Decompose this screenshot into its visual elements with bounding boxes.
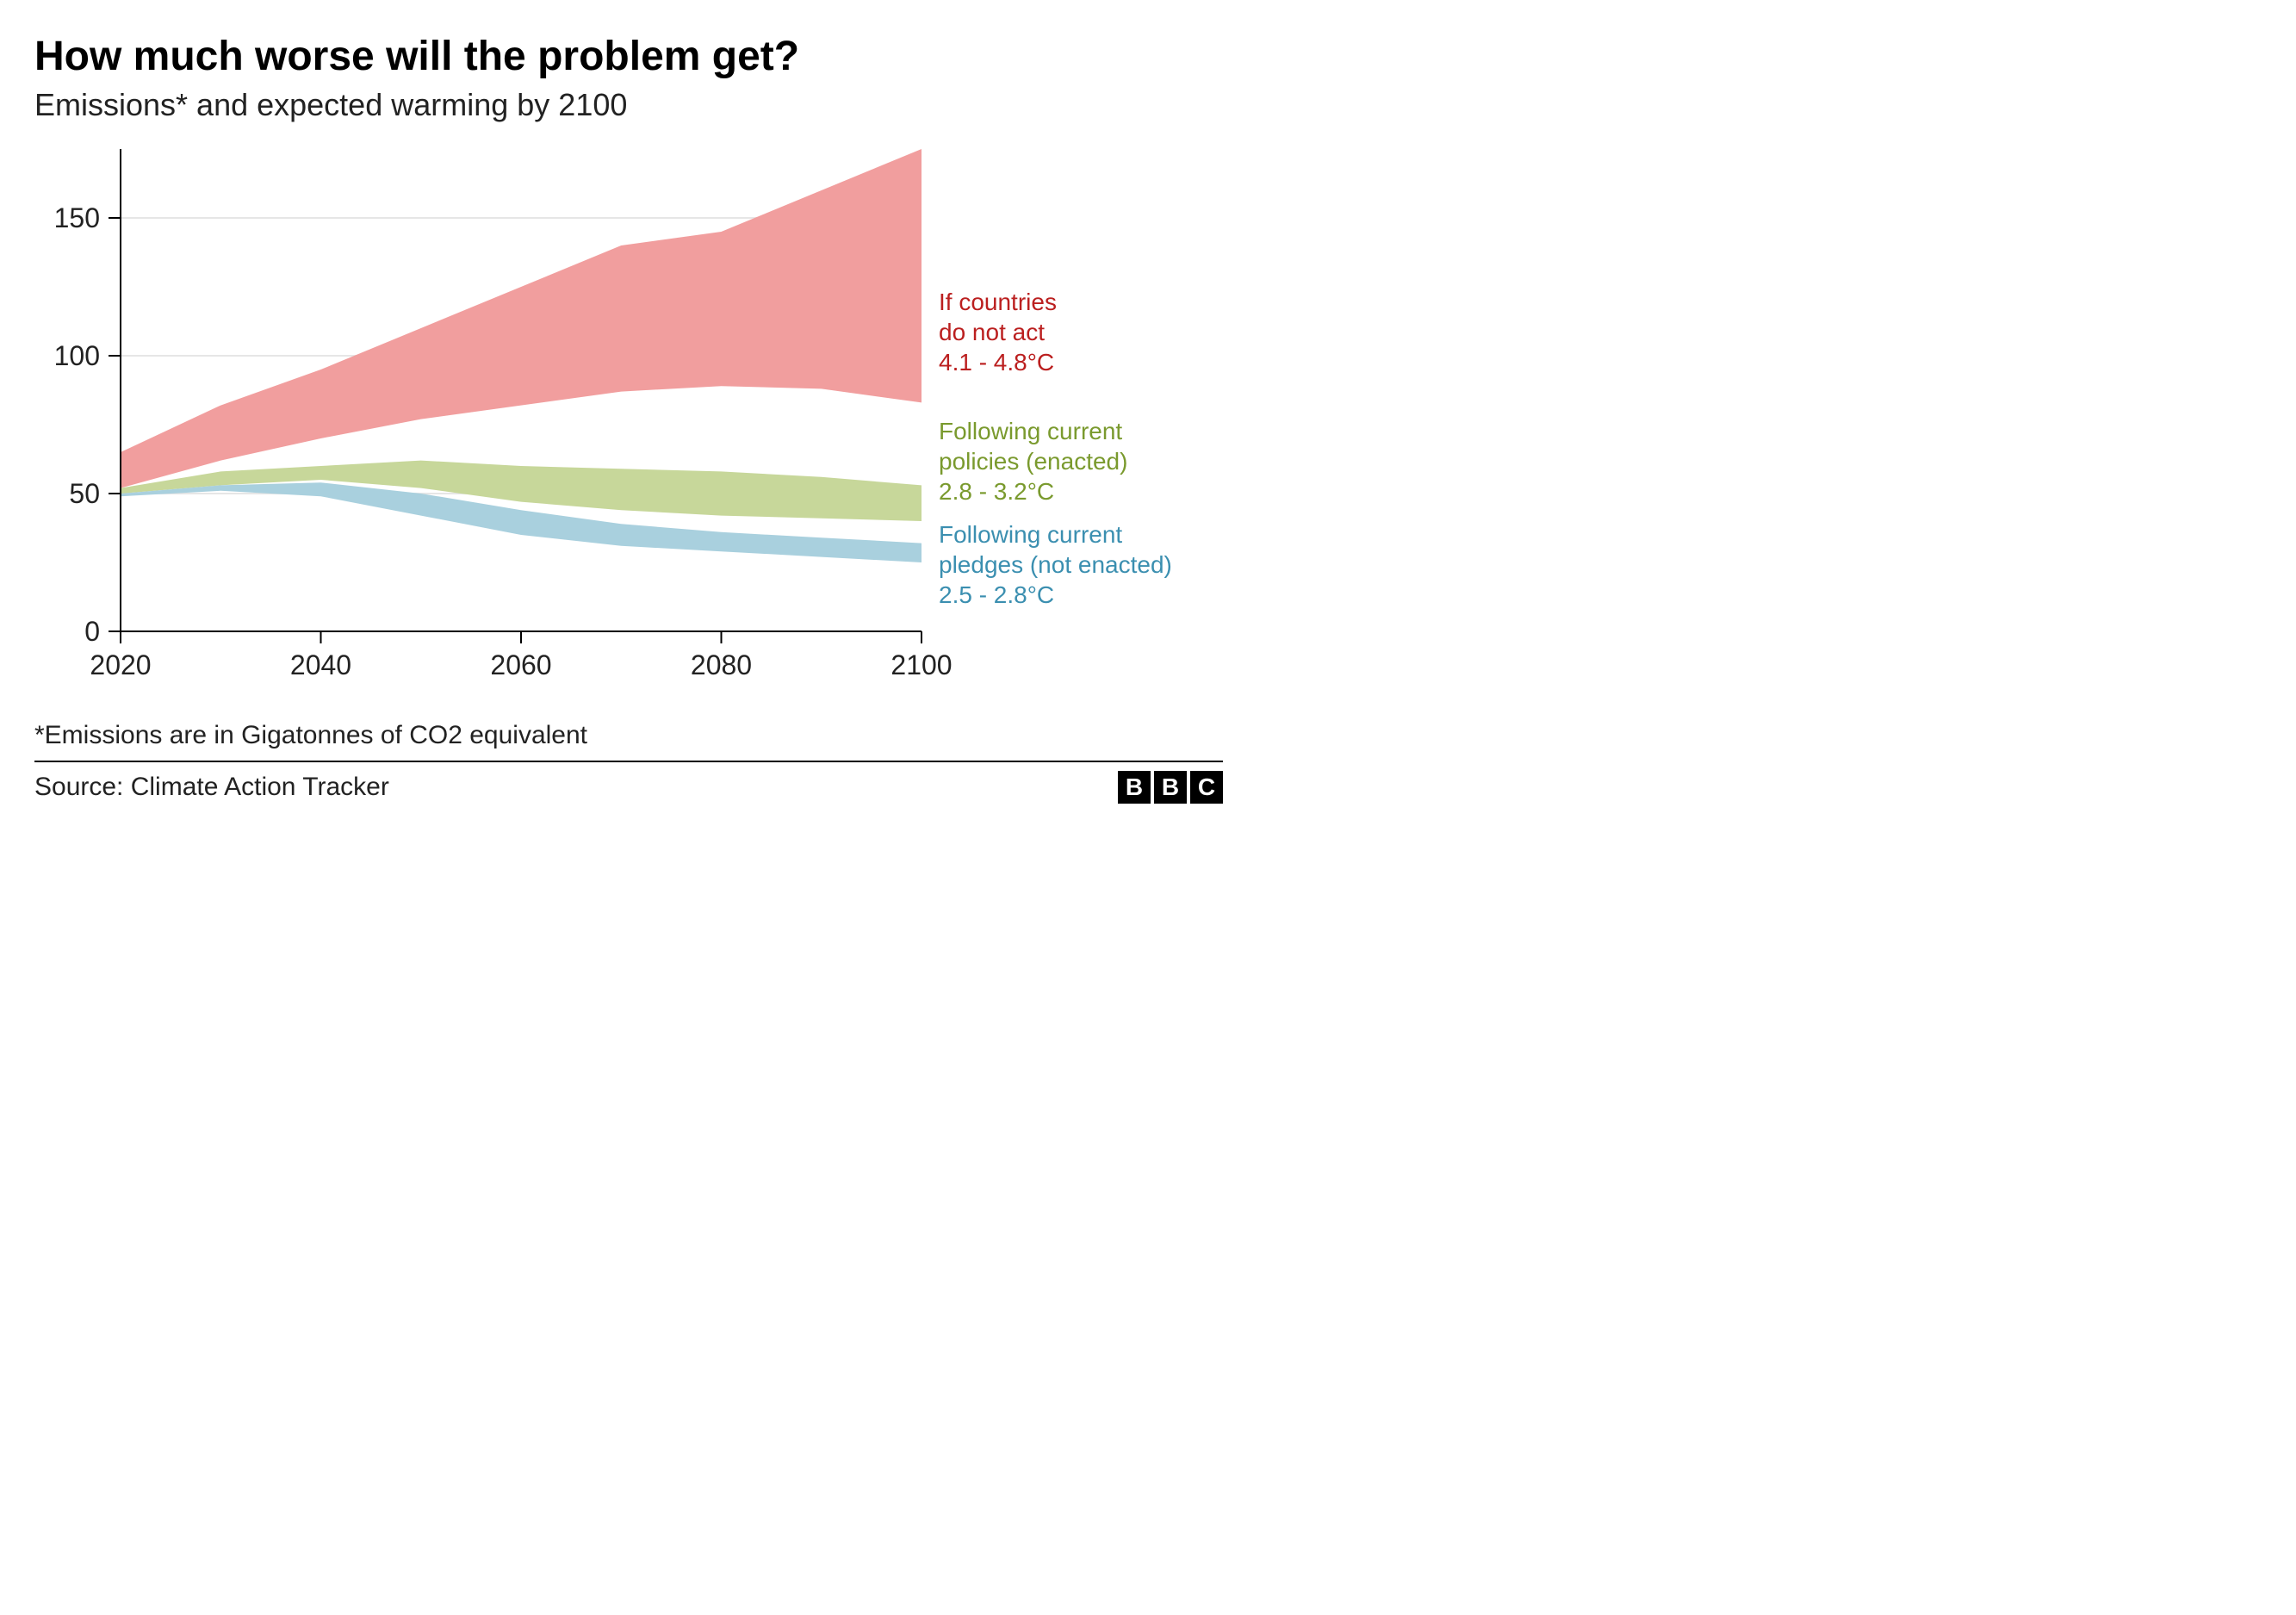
chart-title: How much worse will the problem get? (34, 34, 1223, 80)
x-tick-label: 2040 (290, 649, 351, 680)
chart-subtitle: Emissions* and expected warming by 2100 (34, 87, 1223, 123)
bbc-logo-block: C (1190, 771, 1223, 804)
x-tick-label: 2020 (90, 649, 151, 680)
x-tick-label: 2060 (490, 649, 551, 680)
y-tick-label: 100 (54, 340, 100, 371)
x-tick-label: 2080 (691, 649, 752, 680)
bbc-logo: BBC (1118, 771, 1223, 804)
chart-area: 2020 2040 2060 2080 2100 0 50 100 150 If countri… (34, 149, 1223, 700)
bbc-logo-block: B (1154, 771, 1187, 804)
series-no_action (121, 149, 922, 488)
y-tick-label: 50 (69, 478, 100, 509)
legend-current_pledges: Following currentpledges (not enacted)2.… (939, 519, 1223, 610)
y-tick-label: 150 (54, 202, 100, 233)
source-text: Source: Climate Action Tracker (34, 773, 389, 802)
chart-footnote: *Emissions are in Gigatonnes of CO2 equi… (34, 721, 1223, 750)
bbc-logo-block: B (1118, 771, 1151, 804)
legend-no_action: If countriesdo not act4.1 - 4.8°C (939, 287, 1223, 377)
y-tick-label: 0 (84, 616, 100, 647)
chart-container: How much worse will the problem get? Emi… (0, 0, 1257, 821)
x-tick-label: 2100 (890, 649, 952, 680)
legend-current_policies: Following currentpolicies (enacted)2.8 -… (939, 416, 1223, 506)
source-row: Source: Climate Action Tracker BBC (34, 761, 1223, 804)
